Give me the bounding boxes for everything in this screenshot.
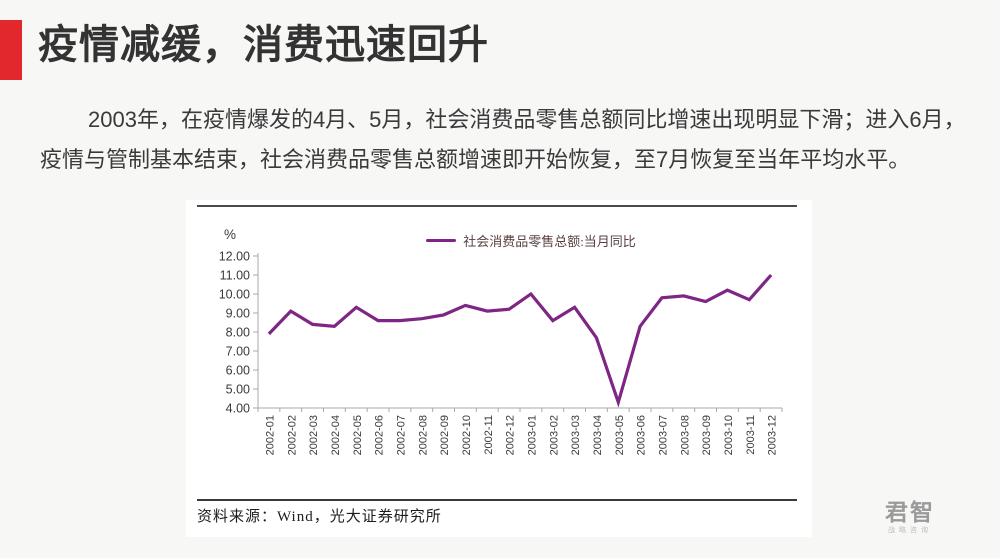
svg-text:2003-01: 2003-01 bbox=[526, 415, 538, 455]
y-axis-ticks-labels: 12.00 11.00 10.00 9.00 8.00 7.00 6.00 5.00 4.00 bbox=[219, 250, 258, 416]
svg-text:2003-03: 2003-03 bbox=[570, 415, 582, 455]
chart-legend: 社会消费品零售总额:当月同比 bbox=[186, 231, 812, 250]
y-axis-unit-label: % bbox=[224, 227, 237, 242]
svg-text:2002-07: 2002-07 bbox=[395, 415, 407, 455]
svg-text:2002-11: 2002-11 bbox=[483, 415, 495, 455]
svg-text:2002-03: 2002-03 bbox=[308, 415, 320, 455]
legend-line-swatch bbox=[426, 238, 457, 243]
svg-text:2002-06: 2002-06 bbox=[374, 415, 386, 455]
svg-text:6.00: 6.00 bbox=[226, 364, 250, 378]
svg-text:7.00: 7.00 bbox=[226, 345, 250, 359]
retail-sales-line-chart: 12.00 11.00 10.00 9.00 8.00 7.00 6.00 5.00 4.00 2… bbox=[219, 250, 783, 455]
body-line-2: 疫情与管制基本结束，社会消费品零售总额增速即开始恢复，至7月恢复至当年平均水平。 bbox=[40, 147, 911, 172]
svg-text:12.00: 12.00 bbox=[219, 250, 250, 264]
svg-text:2002-12: 2002-12 bbox=[505, 415, 517, 455]
svg-text:2002-09: 2002-09 bbox=[439, 415, 451, 455]
page-title: 疫情减缓，消费迅速回升 bbox=[38, 23, 489, 67]
svg-text:2003-09: 2003-09 bbox=[701, 415, 713, 455]
axes bbox=[257, 253, 782, 409]
svg-text:2002-10: 2002-10 bbox=[461, 415, 473, 455]
logo-subtitle: 战略咨询 bbox=[888, 527, 932, 534]
svg-text:2002-01: 2002-01 bbox=[264, 415, 276, 455]
svg-text:2002-08: 2002-08 bbox=[417, 415, 429, 455]
svg-text:2002-05: 2002-05 bbox=[352, 415, 364, 455]
svg-text:2002-02: 2002-02 bbox=[286, 415, 298, 455]
legend-label: 社会消费品零售总额:当月同比 bbox=[463, 234, 636, 249]
data-source-note: 资料来源：Wind，光大证券研究所 bbox=[197, 509, 442, 525]
svg-text:10.00: 10.00 bbox=[219, 288, 250, 302]
body-paragraph: 2003年，在疫情爆发的4月、5月，社会消费品零售总额同比增速出现明显下滑；进入… bbox=[40, 100, 966, 180]
company-logo: 君智 战略咨询 bbox=[884, 499, 936, 535]
svg-text:2003-06: 2003-06 bbox=[636, 415, 648, 455]
series-line bbox=[267, 273, 773, 408]
svg-text:2002-04: 2002-04 bbox=[330, 415, 342, 455]
title-accent-bar bbox=[0, 20, 22, 80]
body-line-1: 2003年，在疫情爆发的4月、5月，社会消费品零售总额同比增速出现明显下滑；进入… bbox=[88, 107, 966, 132]
svg-text:2003-04: 2003-04 bbox=[592, 415, 604, 455]
logo-name: 君智 bbox=[885, 499, 935, 525]
chart-top-rule bbox=[197, 205, 797, 207]
svg-text:2003-05: 2003-05 bbox=[614, 415, 626, 455]
svg-text:11.00: 11.00 bbox=[220, 269, 250, 283]
retail-sales-chart-card: % 社会消费品零售总额:当月同比 12.00 11.00 10.00 9.00 8.00… bbox=[186, 200, 812, 537]
x-axis-ticks-labels: 2002-01 2002-02 2002-03 2002-04 2002-05 2002-… bbox=[257, 408, 783, 455]
svg-text:4.00: 4.00 bbox=[226, 402, 250, 416]
chart-bottom-rule bbox=[197, 499, 797, 501]
svg-text:5.00: 5.00 bbox=[226, 383, 250, 397]
svg-text:2003-07: 2003-07 bbox=[657, 415, 669, 455]
svg-text:9.00: 9.00 bbox=[226, 307, 250, 321]
svg-text:2003-02: 2003-02 bbox=[548, 415, 560, 455]
svg-text:2003-08: 2003-08 bbox=[679, 415, 691, 455]
svg-text:8.00: 8.00 bbox=[226, 326, 250, 340]
svg-text:2003-12: 2003-12 bbox=[767, 415, 779, 455]
svg-text:2003-11: 2003-11 bbox=[745, 415, 757, 455]
svg-text:2003-10: 2003-10 bbox=[723, 415, 735, 455]
